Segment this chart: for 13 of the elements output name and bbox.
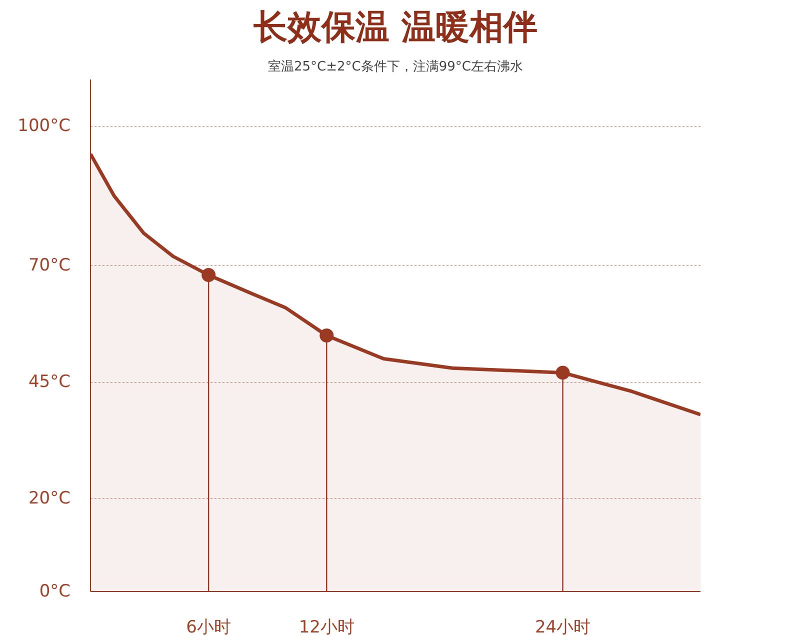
y-tick-label: 20°C	[28, 488, 71, 508]
y-tick-label: 100°C	[18, 116, 71, 136]
point	[320, 328, 334, 342]
x-tick-label: 24小时	[534, 618, 591, 638]
x-tick-label: 12小时	[298, 618, 354, 638]
y-tick-label: 70°C	[28, 256, 71, 276]
y-tick-label: 0°C	[39, 582, 70, 602]
point	[556, 366, 570, 380]
chart-subtitle: 室温25°C±2°C条件下，注满99°C左右沸水	[268, 58, 523, 74]
x-tick-label: 6小时	[186, 618, 231, 638]
point	[202, 268, 216, 282]
chart-title: 长效保温 温暖相伴	[252, 8, 538, 48]
y-tick-label: 45°C	[28, 372, 71, 392]
